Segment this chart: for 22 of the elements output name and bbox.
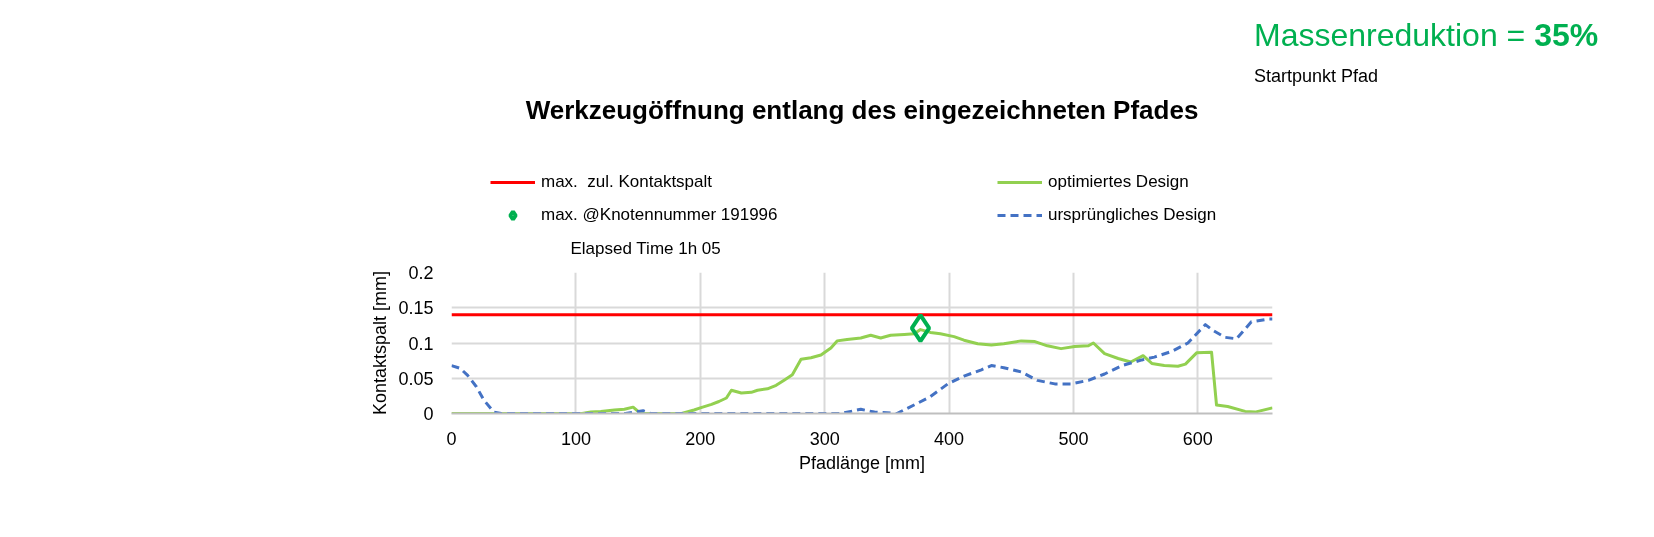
- legend-label: ursprüngliches Design: [1048, 205, 1218, 225]
- legend-label: max. zul. Kontaktspalt: [541, 172, 714, 192]
- text: Startpunkt Pfad: [1254, 65, 1379, 87]
- y-tick-label: 0.2: [408, 263, 434, 283]
- chart-title: Werkzeugöffnung entlang des eingezeichneten Pfades: [525, 94, 1199, 125]
- text: Elapsed Time 1h 05: [570, 239, 721, 258]
- x-axis-title: Pfadlänge [mm]: [798, 452, 926, 473]
- x-tick-label: 100: [560, 428, 591, 449]
- y-tick-label: 0.15: [398, 298, 434, 319]
- y-axis-title: Kontaktspalt [mm]: [370, 270, 391, 416]
- y-tick-label: 0: [423, 404, 434, 424]
- x-tick-label: 600: [1182, 428, 1213, 449]
- x-tick-label: 0: [446, 428, 457, 449]
- text: Massenreduktion = 35%: [1254, 17, 1599, 54]
- x-tick-label: 300: [809, 428, 840, 449]
- y-tick-label: 0.1: [408, 333, 434, 354]
- y-tick-label: 0.05: [398, 368, 434, 389]
- x-tick-label: 200: [685, 428, 716, 449]
- legend-label: max. @Knotennummer 191996: [541, 205, 779, 225]
- x-tick-label: 400: [934, 428, 965, 449]
- x-tick-label: 500: [1058, 428, 1089, 449]
- legend-label: optimiertes Design: [1048, 172, 1190, 192]
